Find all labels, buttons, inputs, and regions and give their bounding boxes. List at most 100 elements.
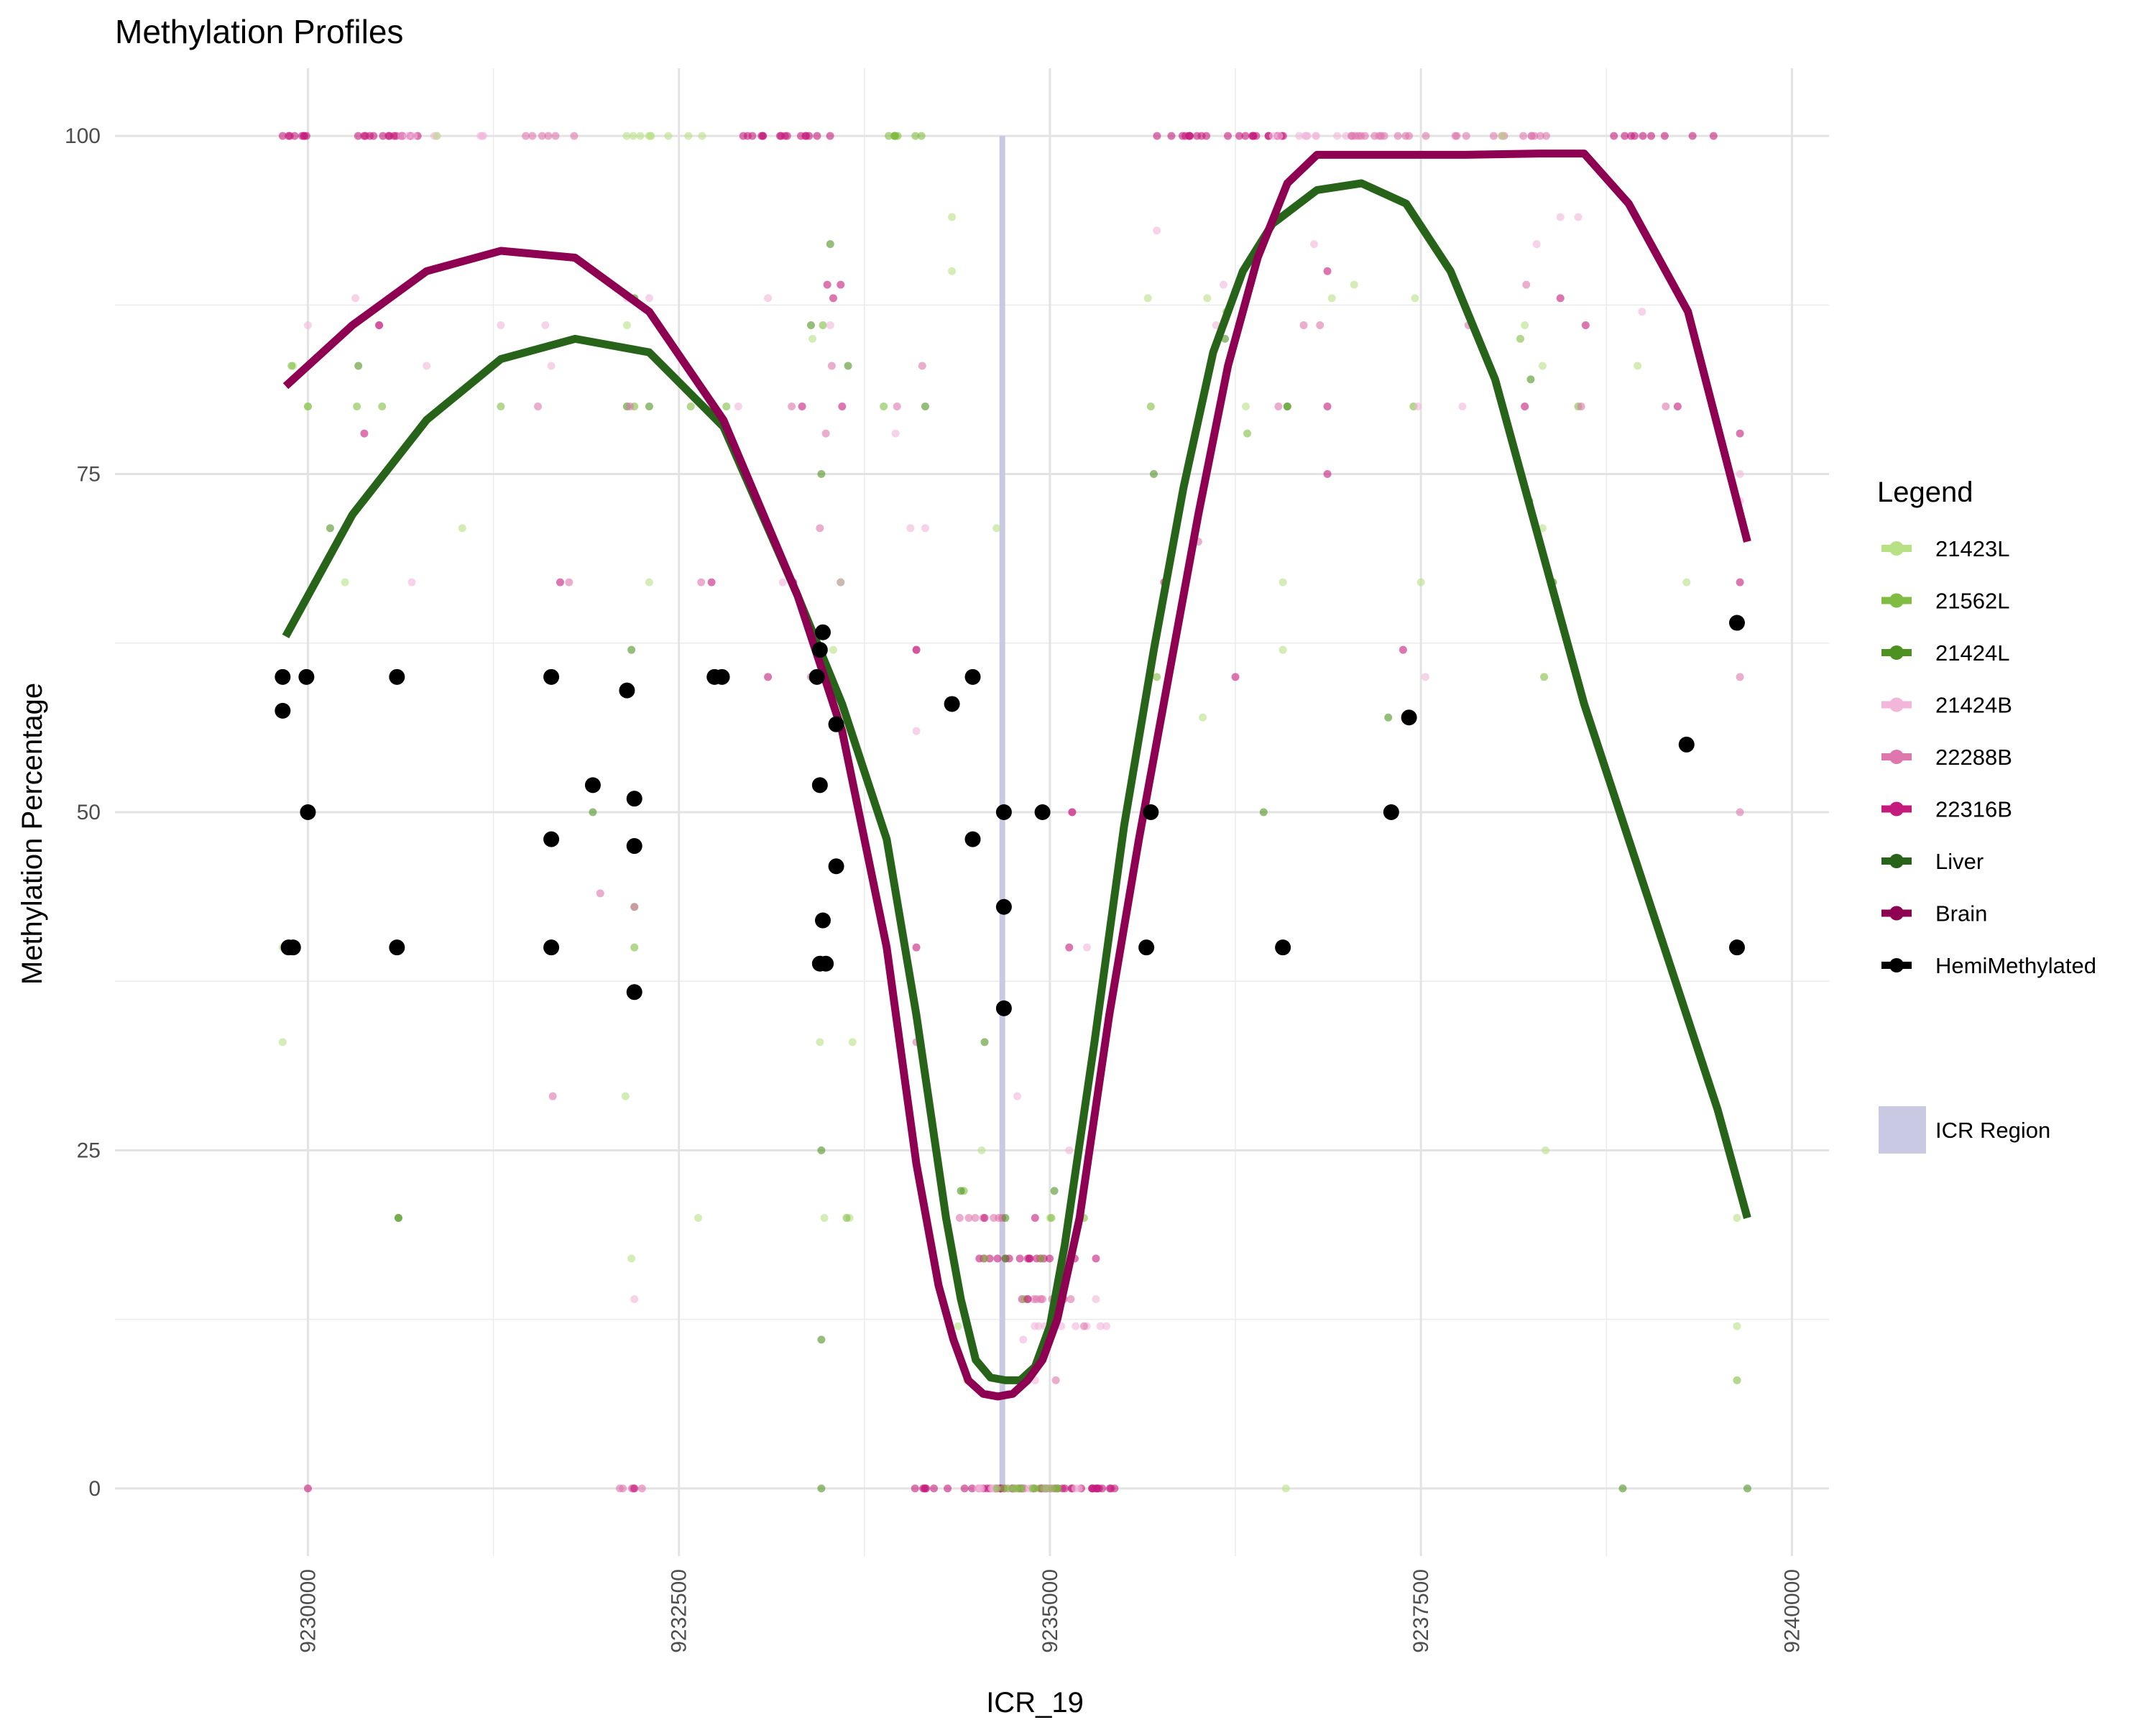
point-22316B bbox=[798, 402, 806, 410]
point-22316B bbox=[375, 321, 384, 330]
point-22316B bbox=[360, 429, 369, 438]
legend-label: 22316B bbox=[1935, 797, 2012, 822]
point-21424B bbox=[630, 1294, 639, 1303]
point-21423L bbox=[992, 524, 1001, 533]
point-21423L bbox=[278, 1038, 287, 1046]
hemimethylated-point bbox=[828, 858, 844, 875]
dense-point bbox=[944, 1484, 952, 1493]
dense-point bbox=[384, 132, 393, 140]
dense-point bbox=[551, 132, 560, 140]
data-points bbox=[278, 132, 1751, 1493]
dense-point bbox=[1045, 1254, 1054, 1263]
point-21424B bbox=[1096, 1322, 1105, 1330]
hemimethylated-point bbox=[1143, 804, 1159, 820]
point-21423L bbox=[1203, 294, 1212, 303]
hemimethylated-point bbox=[811, 777, 828, 794]
point-21423L bbox=[1279, 578, 1287, 586]
legend: Legend 21423L 21562L 21424L 21424B 22288B 223… bbox=[1877, 477, 2096, 1154]
point-21424B bbox=[351, 294, 360, 303]
point-21562L bbox=[1146, 402, 1155, 410]
dense-point bbox=[885, 132, 893, 140]
point-22288B bbox=[1662, 402, 1670, 410]
line-brain bbox=[282, 150, 1751, 1401]
hemimethylated-point bbox=[714, 668, 730, 685]
dense-point bbox=[1303, 132, 1312, 140]
hemimethylated-point bbox=[626, 984, 642, 1000]
dense-point bbox=[684, 132, 693, 140]
point-22288B bbox=[1736, 673, 1744, 681]
dense-point bbox=[522, 132, 530, 140]
point-21424L bbox=[1743, 1484, 1751, 1493]
point-21423L bbox=[948, 213, 957, 221]
dense-point bbox=[975, 1484, 984, 1493]
hemimethylated-point bbox=[543, 939, 560, 956]
point-21424L bbox=[957, 1187, 965, 1195]
dense-point bbox=[1275, 132, 1284, 140]
hemimethylated-point bbox=[814, 912, 831, 929]
hemimethylated-point bbox=[285, 939, 301, 956]
point-22288B bbox=[1316, 321, 1325, 330]
dense-point bbox=[1185, 132, 1194, 140]
x-axis-ticks: 9230000 9232500 9235000 9237500 9240000 bbox=[296, 1569, 1804, 1653]
hemimethylated-point bbox=[1034, 804, 1051, 820]
point-22316B bbox=[707, 578, 716, 586]
point-21562L bbox=[1153, 673, 1161, 681]
point-22316B bbox=[1065, 943, 1074, 952]
point-22316B bbox=[1031, 1214, 1039, 1223]
dense-point bbox=[1241, 132, 1250, 140]
dense-point bbox=[1393, 132, 1402, 140]
point-21424B bbox=[645, 294, 653, 303]
dense-point bbox=[615, 1484, 624, 1493]
y-tick-label: 50 bbox=[77, 801, 101, 824]
point-22288B bbox=[1299, 321, 1308, 330]
point-21424B bbox=[1458, 402, 1467, 410]
dense-point bbox=[570, 132, 579, 140]
y-tick-label: 0 bbox=[88, 1477, 101, 1501]
point-21562L bbox=[630, 943, 639, 952]
point-22316B bbox=[630, 1484, 639, 1493]
dense-point bbox=[403, 132, 412, 140]
dense-point bbox=[968, 1484, 977, 1493]
point-21423L bbox=[433, 132, 441, 140]
dense-point bbox=[1688, 132, 1697, 140]
hemimethylated-point bbox=[543, 831, 560, 847]
point-21424L bbox=[806, 321, 815, 330]
dense-point bbox=[1095, 1484, 1103, 1493]
legend-label: 21424B bbox=[1935, 693, 2012, 718]
point-21424B bbox=[1532, 240, 1541, 249]
point-22288B bbox=[1274, 402, 1283, 410]
point-21423L bbox=[1241, 402, 1250, 410]
point-22316B bbox=[1023, 1294, 1032, 1303]
dense-point bbox=[1542, 132, 1551, 140]
dense-point bbox=[390, 132, 398, 140]
point-21423L bbox=[627, 1254, 636, 1263]
point-22316B bbox=[1399, 645, 1407, 654]
point-21423L bbox=[622, 321, 631, 330]
point-22316B bbox=[829, 294, 837, 303]
point-22316B bbox=[1556, 294, 1565, 303]
dense-point bbox=[1268, 132, 1277, 140]
point-21423L bbox=[1281, 1484, 1290, 1493]
point-21424B bbox=[891, 429, 900, 438]
point-21423L bbox=[848, 1038, 857, 1046]
point-22316B bbox=[1323, 267, 1332, 275]
point-21423L bbox=[948, 267, 957, 275]
point-21423L bbox=[1327, 294, 1336, 303]
point-21424B bbox=[778, 578, 787, 586]
dense-point bbox=[911, 132, 920, 140]
dense-point bbox=[636, 132, 645, 140]
dense-point bbox=[993, 1254, 1002, 1263]
point-21562L bbox=[497, 402, 505, 410]
point-21424B bbox=[541, 321, 550, 330]
legend-key-point bbox=[1889, 958, 1904, 972]
point-21424L bbox=[980, 1038, 989, 1046]
dense-point bbox=[290, 132, 299, 140]
legend-label: 21423L bbox=[1935, 536, 2009, 561]
point-22288B bbox=[534, 402, 543, 410]
dense-point bbox=[1088, 1484, 1097, 1493]
point-21424L bbox=[817, 1484, 826, 1493]
point-21424B bbox=[547, 362, 556, 370]
dense-point bbox=[1530, 132, 1539, 140]
dense-point bbox=[992, 1484, 1001, 1493]
